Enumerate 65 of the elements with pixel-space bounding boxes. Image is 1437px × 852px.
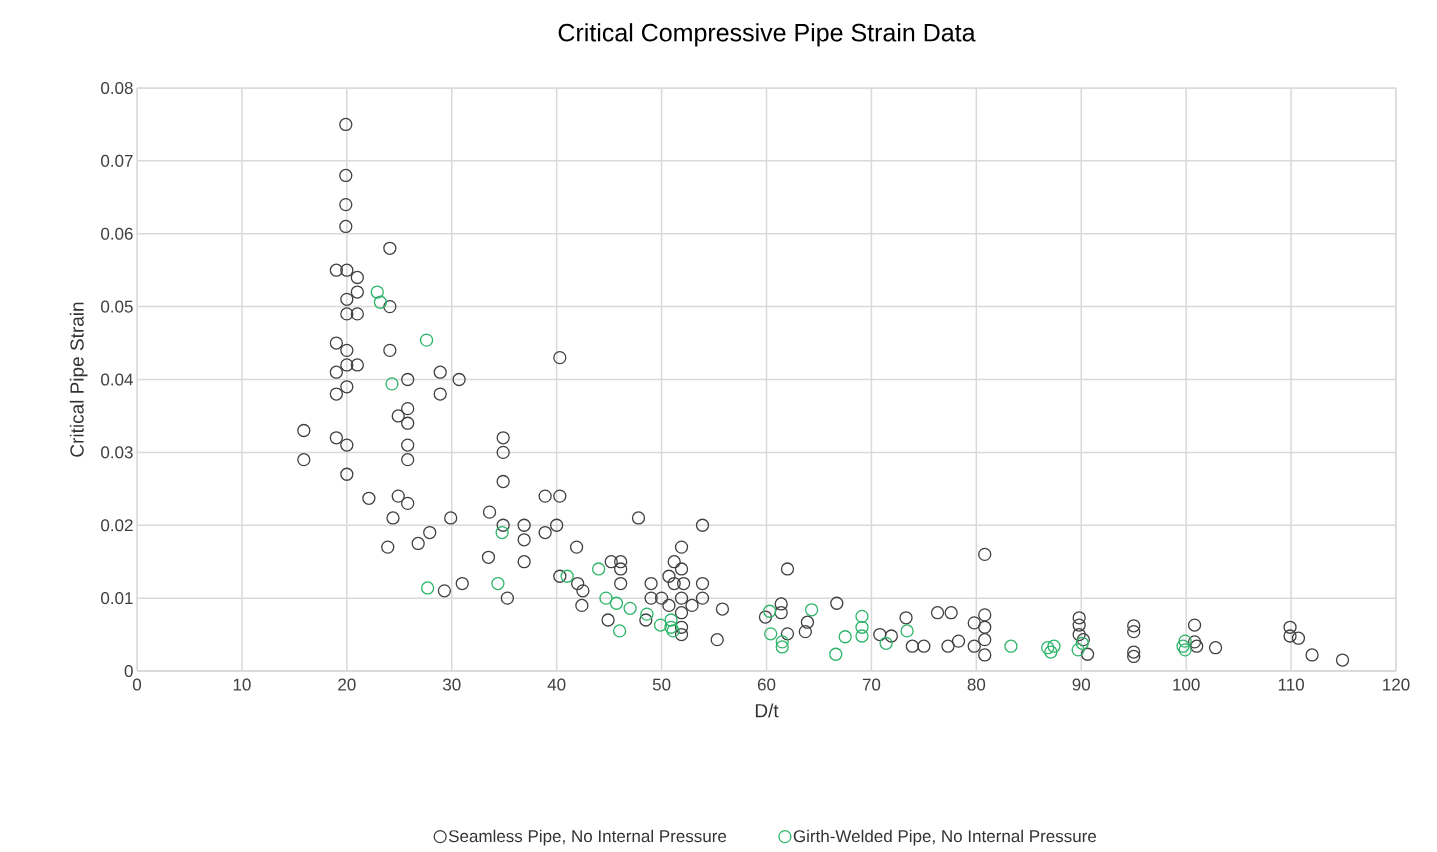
point [879, 636, 893, 650]
point [599, 591, 613, 605]
x-tick-label: 100 [1173, 678, 1200, 691]
y-tick-label: 0.01 [101, 592, 133, 605]
y-tick-label: 0.05 [101, 300, 133, 313]
y-tick-label: 0.08 [101, 81, 133, 95]
point [764, 627, 778, 641]
point [1178, 634, 1192, 648]
legend-label: Girth-Welded Pipe, No Internal Pressure [793, 829, 1097, 846]
point [829, 647, 843, 661]
point [419, 333, 434, 347]
point [385, 377, 399, 391]
point [560, 569, 574, 583]
point [1044, 645, 1058, 659]
x-tick-label: 50 [652, 678, 671, 691]
point [491, 576, 505, 591]
x-tick-label: 80 [967, 678, 986, 691]
x-tick-label: 90 [1072, 678, 1091, 691]
point [855, 620, 869, 634]
x-tick-label: 120 [1383, 678, 1410, 691]
x-tick-label: 10 [233, 678, 251, 691]
point [666, 624, 680, 638]
point [664, 620, 678, 634]
legend-label: Seamless Pipe, No Internal Pressure [448, 829, 727, 846]
point [838, 630, 852, 644]
point [373, 295, 388, 309]
point [612, 624, 627, 638]
x-tick-label: 0 [132, 678, 142, 691]
point [1041, 641, 1055, 655]
point [1071, 643, 1085, 657]
x-tick-label: 40 [547, 678, 566, 691]
point [1176, 639, 1190, 653]
point [664, 613, 678, 627]
point [653, 618, 668, 632]
x-tick-label: 30 [442, 678, 461, 691]
point [420, 581, 435, 595]
point [370, 285, 384, 299]
y-tick-label: 0.07 [101, 154, 133, 167]
point [775, 640, 789, 654]
point [1047, 639, 1061, 653]
x-tick-label: 20 [338, 678, 356, 691]
y-tick-label: 0.03 [101, 446, 133, 459]
point [855, 609, 869, 623]
point [591, 562, 606, 576]
point [623, 601, 637, 615]
point [763, 604, 777, 618]
point [855, 629, 869, 643]
point [804, 603, 819, 617]
y-axis-title: Critical Pipe Strain [69, 302, 88, 457]
x-axis-title: D/t [755, 703, 779, 718]
y-tick-label: 0.04 [101, 373, 133, 386]
y-tick-label: 0 [124, 664, 133, 678]
x-tick-label: 70 [862, 678, 881, 691]
y-tick-label: 0.06 [101, 227, 133, 240]
point [495, 525, 509, 540]
point [900, 624, 914, 638]
point [609, 596, 624, 610]
point [640, 607, 654, 621]
y-tick-label: 0.02 [101, 519, 133, 532]
point [775, 635, 789, 649]
chart-title: Critical Compressive Pipe Strain Data [558, 23, 976, 47]
x-tick-label: 110 [1278, 678, 1304, 691]
point [1004, 639, 1018, 653]
x-tick-label: 60 [757, 678, 776, 691]
point [1178, 643, 1192, 657]
